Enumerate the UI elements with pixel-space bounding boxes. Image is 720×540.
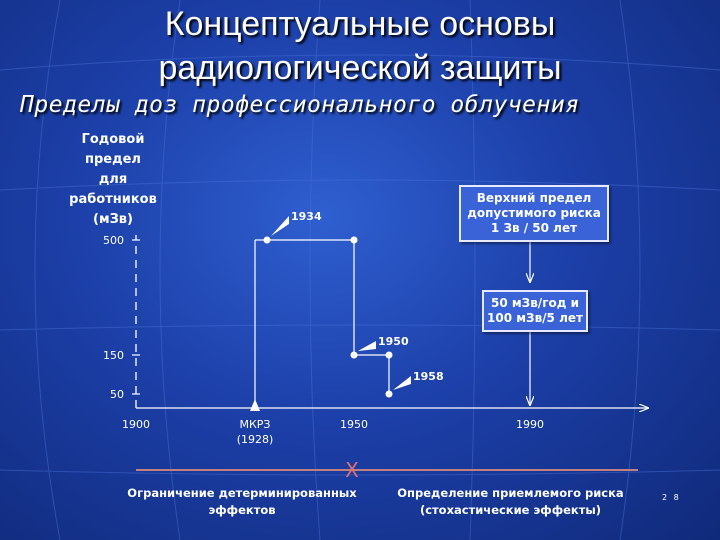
deterministic-caption-line-2: эффектов: [208, 503, 276, 517]
y-tick-label: 500: [103, 234, 124, 247]
upper-box-line-1: Верхний предел: [476, 191, 592, 205]
x-tick-label: 1900: [122, 418, 150, 431]
x-tick-label: (1928): [237, 433, 274, 446]
data-point: [350, 351, 358, 359]
x-tick-label: 1990: [516, 418, 544, 431]
dose-limit-step-line: [267, 239, 390, 394]
bottom-separator: X: [136, 458, 638, 482]
data-point: [385, 351, 393, 359]
dose-limit-box: 50 мЗв/год и 100 мЗв/5 лет: [482, 290, 588, 332]
x-tick-label: 1950: [340, 418, 368, 431]
deterministic-effects-caption: Ограничение детерминированных эффектов: [108, 485, 376, 519]
stochastic-caption-line-2: (стохастические эффекты): [419, 503, 602, 517]
page-title-line-1: Концептуальные основы: [164, 5, 556, 43]
series-marks: 1934 1950 1958: [250, 210, 444, 411]
y-tick-label: 150: [103, 349, 124, 362]
stochastic-effects-caption: Определение приемлемого риска (стохастич…: [388, 485, 633, 519]
data-point-label: 1958: [413, 370, 444, 383]
stochastic-caption-line-1: Определение приемлемого риска: [397, 486, 624, 500]
page-subtitle: Пределы доз профессионального облучения: [20, 92, 580, 118]
y-axis-label-line-1: Годовой предел: [81, 132, 145, 167]
page-number: 2 8: [662, 493, 681, 502]
callout-pointer: [271, 216, 289, 236]
data-point-label: 1934: [291, 210, 322, 223]
upper-risk-limit-box: Верхний предел допустимого риска 1 Зв / …: [459, 185, 609, 242]
deterministic-caption-line-1: Ограничение детерминированных: [127, 486, 357, 500]
y-axis-label-line-3: (мЗв): [93, 212, 133, 227]
callout-pointer: [393, 376, 411, 390]
data-point-label: 1950: [378, 335, 409, 348]
page-title-line-2: радиологической защиты: [158, 49, 562, 87]
series-line: [254, 239, 390, 408]
data-point: [263, 236, 271, 244]
data-point: [385, 390, 393, 398]
upper-box-line-2: допустимого риска: [467, 206, 601, 220]
tick-marks: 50 150 500 1900 МКРЗ (1928) 1950 1990: [103, 234, 544, 446]
limit-box-line-1: 50 мЗв/год и: [491, 296, 579, 310]
y-axis-label-line-2: для работников: [69, 172, 157, 207]
icrp-1928-marker: [250, 399, 260, 411]
y-tick-label: 50: [110, 388, 124, 401]
y-axis-label: Годовой предел для работников (мЗв): [58, 130, 168, 230]
separator-x-mark: X: [345, 458, 359, 482]
callout-pointer: [358, 341, 376, 351]
upper-box-line-3: 1 Зв / 50 лет: [490, 221, 578, 235]
limit-box-line-2: 100 мЗв/5 лет: [487, 311, 583, 325]
data-point: [350, 236, 358, 244]
x-tick-label: МКРЗ: [240, 418, 271, 431]
